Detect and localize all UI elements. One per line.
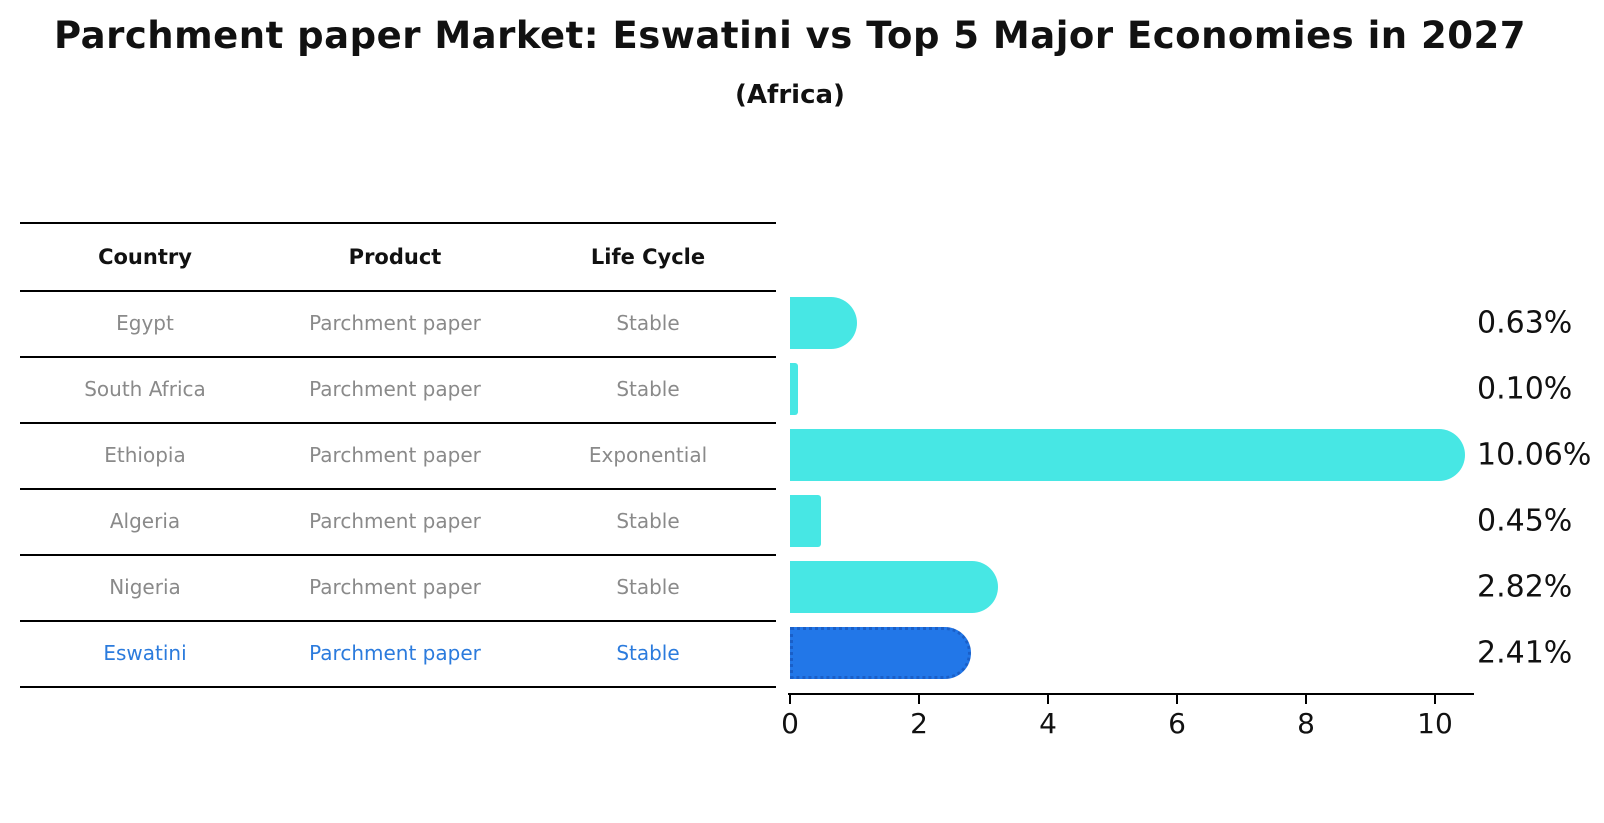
x-tick-mark-8 [1305,695,1307,704]
table-row-algeria: Algeria Parchment paper Stable [20,488,776,554]
cell-life-cycle-south-africa: Stable [616,377,680,401]
x-tick-label-2: 2 [910,707,928,740]
cell-life-cycle-eswatini: Stable [616,641,680,665]
bar-egypt [790,297,857,349]
table-rule [20,222,776,224]
cell-product-egypt: Parchment paper [309,311,481,335]
value-label-eswatini: 2.41% [1477,635,1573,671]
column-header-country: Country [98,245,192,269]
bar-eswatini [790,627,972,679]
table-rule [20,356,776,358]
x-tick-label-6: 6 [1168,707,1186,740]
cell-life-cycle-algeria: Stable [616,509,680,533]
table-row-south-africa: South Africa Parchment paper Stable [20,356,776,422]
bar-nigeria [790,561,998,613]
table-row-egypt: Egypt Parchment paper Stable [20,290,776,356]
table-rule [20,488,776,490]
table-header-row: Country Product Life Cycle [20,224,776,290]
x-tick-label-0: 0 [781,707,799,740]
chart-title: Parchment paper Market: Eswatini vs Top … [54,14,1526,57]
column-header-life-cycle: Life Cycle [590,245,706,269]
table-row-nigeria: Nigeria Parchment paper Stable [20,554,776,620]
x-tick-label-4: 4 [1039,707,1057,740]
value-label-ethiopia: 10.06% [1477,437,1592,473]
x-tick-mark-4 [1047,695,1049,704]
table-rule [20,686,776,688]
value-label-south-africa: 0.10% [1477,371,1573,407]
x-tick-label-8: 8 [1297,707,1315,740]
cell-country-algeria: Algeria [109,509,181,533]
cell-life-cycle-egypt: Stable [616,311,680,335]
cell-life-cycle-ethiopia: Exponential [588,443,708,467]
value-label-egypt: 0.63% [1477,305,1573,341]
x-axis-line [788,693,1474,695]
cell-product-south-africa: Parchment paper [309,377,481,401]
cell-country-eswatini: Eswatini [103,641,187,665]
column-header-product: Product [348,245,442,269]
cell-product-ethiopia: Parchment paper [309,443,481,467]
cell-life-cycle-nigeria: Stable [616,575,680,599]
x-tick-mark-2 [918,695,920,704]
cell-country-egypt: Egypt [116,311,174,335]
bar-algeria [790,495,822,547]
bar-south-africa [790,363,799,415]
cell-country-ethiopia: Ethiopia [104,443,186,467]
cell-product-nigeria: Parchment paper [309,575,481,599]
table-row-ethiopia: Ethiopia Parchment paper Exponential [20,422,776,488]
table-row-eswatini: Eswatini Parchment paper Stable [20,620,776,686]
chart-subtitle: (Africa) [735,80,845,110]
table-rule [20,290,776,292]
value-label-algeria: 0.45% [1477,503,1573,539]
cell-product-algeria: Parchment paper [309,509,481,533]
bar-ethiopia [790,429,1465,481]
value-label-nigeria: 2.82% [1477,569,1573,605]
table-rule [20,554,776,556]
x-tick-mark-10 [1434,695,1436,704]
cell-country-nigeria: Nigeria [109,575,181,599]
x-tick-label-10: 10 [1417,707,1453,740]
cell-product-eswatini: Parchment paper [309,641,481,665]
table-rule [20,422,776,424]
x-tick-mark-0 [789,695,791,704]
cell-country-south-africa: South Africa [84,377,206,401]
x-tick-mark-6 [1176,695,1178,704]
table-rule [20,620,776,622]
